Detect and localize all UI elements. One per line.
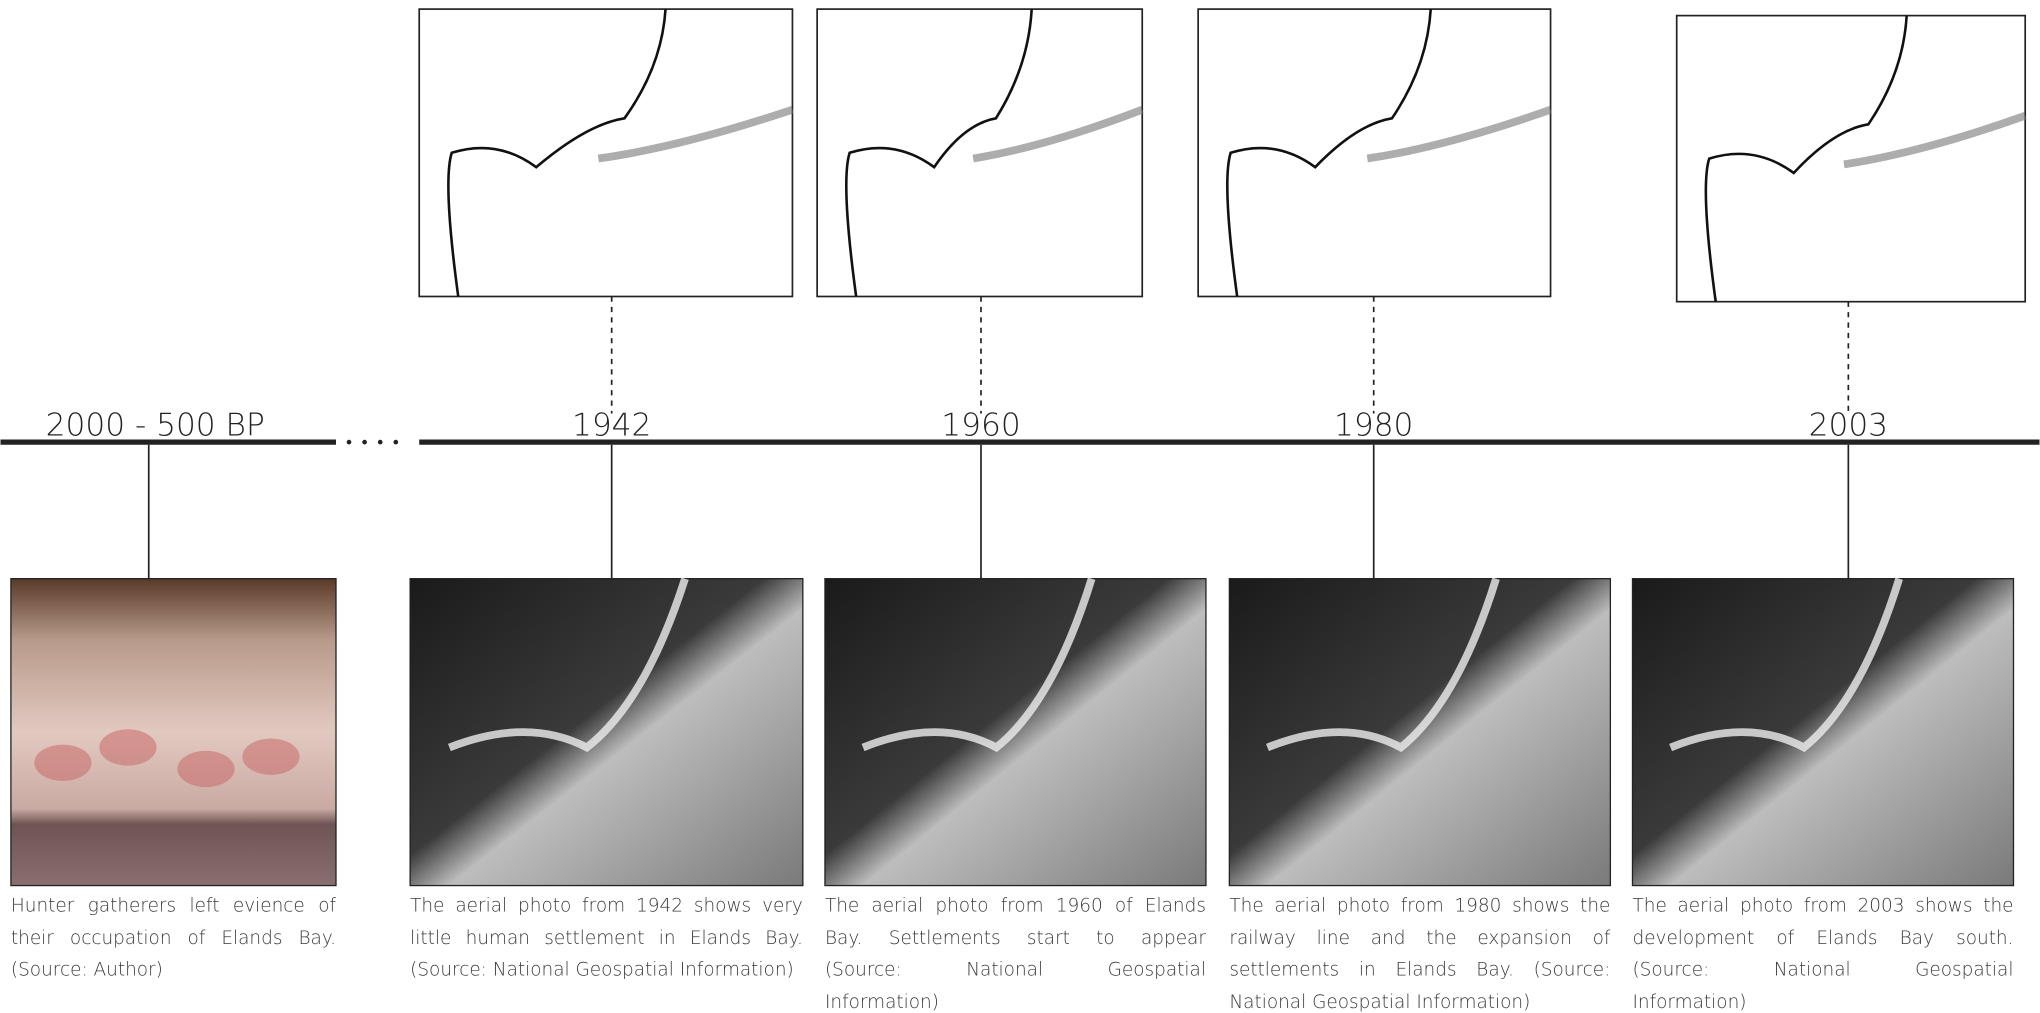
rock-art bbox=[34, 744, 92, 782]
caption-box: The aerial photo from 2003 shows the dev… bbox=[1632, 895, 2014, 1013]
photo-coast bbox=[1266, 577, 1500, 753]
year-label: 1980 bbox=[1334, 408, 1413, 444]
map-sketch bbox=[1197, 8, 1552, 298]
rock-art bbox=[242, 738, 300, 775]
timeline-entry: 1942 The aerial photo from 1942 shows ver… bbox=[409, 8, 804, 981]
caption-box: The aerial photo from 1942 shows very li… bbox=[410, 895, 803, 981]
caption: The aerial photo from 2003 shows the dev… bbox=[1632, 895, 2014, 1013]
map-river bbox=[597, 105, 794, 163]
map-river bbox=[972, 106, 1144, 163]
photo bbox=[10, 578, 337, 887]
timeline-entry: 1980 The aerial photo from 1980 shows the… bbox=[1197, 8, 1612, 1013]
caption: Hunter gatherers left evience of their o… bbox=[10, 895, 336, 981]
map-coast bbox=[1226, 9, 1433, 297]
photo-coast bbox=[1669, 577, 1903, 753]
rock-art bbox=[177, 750, 235, 788]
map-coast bbox=[845, 9, 1034, 297]
caption-box: The aerial photo from 1980 shows the rai… bbox=[1229, 895, 1611, 1013]
timeline-entry: 2000 - 500 BP Hunter gatherers left evien… bbox=[10, 408, 337, 981]
timeline-entry: 2003 The aerial photo from 2003 shows the… bbox=[1631, 14, 2027, 1013]
map-sketch bbox=[418, 8, 794, 298]
caption-box: Hunter gatherers left evience of their o… bbox=[10, 895, 336, 981]
caption-box: The aerial photo from 1960 of Elands Bay… bbox=[824, 895, 1206, 1013]
map-sketch bbox=[816, 8, 1144, 298]
map-river bbox=[1843, 112, 2027, 169]
photo-coast bbox=[447, 577, 689, 753]
timeline-entry: 1960 The aerial photo from 1960 of Elands… bbox=[816, 8, 1207, 1013]
caption: The aerial photo from 1960 of Elands Bay… bbox=[824, 895, 1206, 1013]
map-river bbox=[1366, 106, 1552, 163]
timeline-axis bbox=[0, 439, 2040, 445]
caption: The aerial photo from 1942 shows very li… bbox=[410, 895, 803, 981]
caption: The aerial photo from 1980 shows the rai… bbox=[1229, 895, 1611, 1013]
rock-art bbox=[99, 729, 157, 766]
year-label: 2003 bbox=[1809, 408, 1888, 444]
photo-coast bbox=[861, 577, 1096, 753]
map-sketch bbox=[1675, 14, 2027, 303]
map-coast bbox=[447, 9, 667, 297]
year-label: 2000 - 500 BP bbox=[46, 408, 265, 444]
year-label: 1942 bbox=[572, 408, 651, 444]
year-label: 1960 bbox=[941, 408, 1020, 444]
map-coast bbox=[1704, 15, 1909, 302]
